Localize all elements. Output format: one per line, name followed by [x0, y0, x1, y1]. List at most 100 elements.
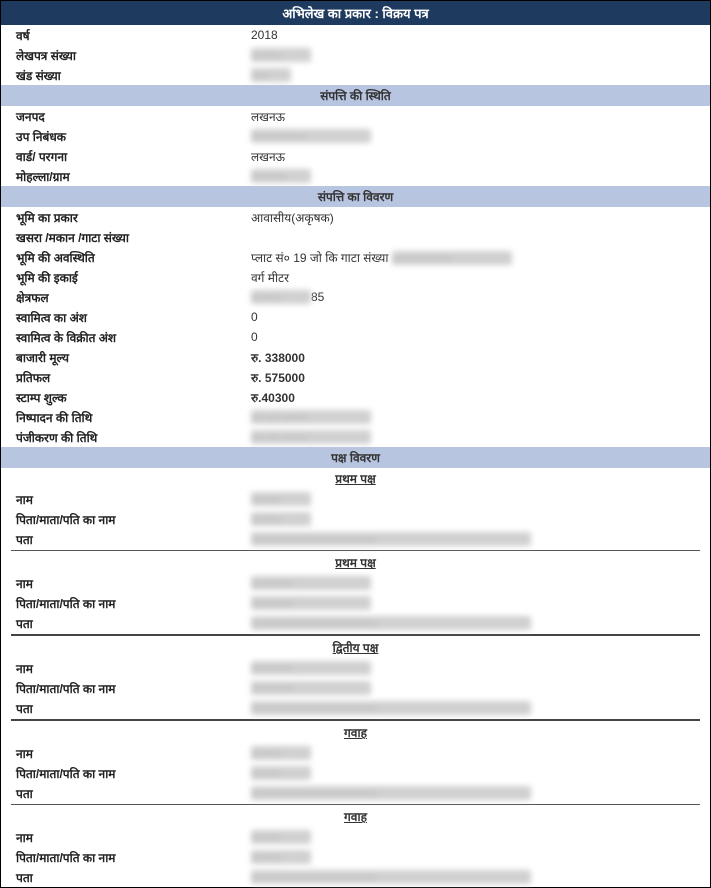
label-unit: भूमि की इकाई [1, 269, 246, 286]
value-w2-addr: xxxxxxxxxxxxxxxxxxxxx [246, 870, 710, 884]
label-land-type: भूमि का प्रकार [1, 209, 246, 226]
row-ward: वार्ड/ परगना लखनऊ [1, 146, 710, 166]
label-exec-date: निष्पादन की तिथि [1, 409, 246, 426]
row-stamp: स्टाम्प शुल्क रु.40300 [1, 387, 710, 407]
row-fp1-name: नाम xxxxx [1, 489, 710, 509]
value-doc-no: xxxxx [246, 48, 710, 62]
row-mohalla: मोहल्ला/ग्राम xxxxxx [1, 166, 710, 186]
label-w1-addr: पता [1, 785, 246, 802]
sub-witness-1: गवाह [1, 722, 710, 743]
row-sp-addr: पता xxxxxxxxxxxxxxxxxxxxx [1, 698, 710, 718]
row-fp1-addr: पता xxxxxxxxxxxxxxxxxxxxx [1, 529, 710, 549]
label-fp2-name: नाम [1, 575, 246, 592]
value-w2-rel: xxxxx [246, 850, 710, 864]
value-fp1-addr: xxxxxxxxxxxxxxxxxxxxx [246, 532, 710, 546]
row-sp-name: नाम xxxxxxx [1, 658, 710, 678]
value-subreg: xxxxxxxxx [246, 129, 710, 143]
section-desc: संपत्ति का विवरण [1, 186, 710, 207]
bhumi-loc-prefix: प्लाट सं० 19 जो कि गाटा संख्या [251, 251, 392, 265]
row-khasra: खसरा /मकान /गाटा संख्या [1, 227, 710, 247]
row-vol-no: खंड संख्या xxx [1, 65, 710, 85]
label-fp2-addr: पता [1, 615, 246, 632]
label-fp1-name: नाम [1, 491, 246, 508]
value-stamp: रु.40300 [246, 389, 710, 406]
value-w2-name: xxxxx [246, 830, 710, 844]
label-subreg: उप निबंधक [1, 128, 246, 145]
label-mohalla: मोहल्ला/ग्राम [1, 168, 246, 185]
value-bhumi-loc: प्लाट सं० 19 जो कि गाटा संख्या xxxxxxxxx… [246, 249, 710, 266]
label-fp1-rel: पिता/माता/पति का नाम [1, 511, 246, 528]
label-fp1-addr: पता [1, 531, 246, 548]
label-area: क्षेत्रफल [1, 289, 246, 306]
value-reg-date: xx-xx-xxxx [246, 430, 710, 444]
label-vol-no: खंड संख्या [1, 67, 246, 84]
value-market-value: रु. 338000 [246, 349, 710, 366]
row-w1-rel: पिता/माता/पति का नाम xxxxx [1, 763, 710, 783]
sub-first-party-1: प्रथम पक्ष [1, 468, 710, 489]
label-fp2-rel: पिता/माता/पति का नाम [1, 595, 246, 612]
row-reg-date: पंजीकरण की तिथि xx-xx-xxxx [1, 427, 710, 447]
row-doc-no: लेखपत्र संख्या xxxxx [1, 45, 710, 65]
row-w2-name: नाम xxxxx [1, 827, 710, 847]
row-unit: भूमि की इकाई वर्ग मीटर [1, 267, 710, 287]
value-land-type: आवासीय(अकृषक) [246, 209, 710, 226]
row-year: वर्ष 2018 [1, 25, 710, 45]
value-w1-rel: xxxxx [246, 766, 710, 780]
label-market-value: बाजारी मूल्य [1, 349, 246, 366]
section-party: पक्ष विवरण [1, 447, 710, 468]
sub-first-party-2: प्रथम पक्ष [1, 552, 710, 573]
section-location: संपत्ति की स्थिति [1, 85, 710, 106]
row-fp2-name: नाम xxxxxxx [1, 573, 710, 593]
row-land-type: भूमि का प्रकार आवासीय(अकृषक) [1, 207, 710, 227]
label-year: वर्ष [1, 27, 246, 44]
value-fp2-addr: xxxxxxxxxxxxxxxxxxxxx [246, 616, 710, 630]
label-stamp: स्टाम्प शुल्क [1, 389, 246, 406]
row-bhumi-loc: भूमि की अवस्थिति प्लाट सं० 19 जो कि गाटा… [1, 247, 710, 267]
label-bhumi-loc: भूमि की अवस्थिति [1, 249, 246, 266]
row-area: क्षेत्रफल xxxxx85 [1, 287, 710, 307]
divider-fp1 [11, 550, 700, 551]
row-exec-date: निष्पादन की तिथि xx-xx-xxxx [1, 407, 710, 427]
label-district: जनपद [1, 108, 246, 125]
value-area: xxxxx85 [246, 290, 710, 304]
row-w2-addr: पता xxxxxxxxxxxxxxxxxxxxx [1, 867, 710, 887]
label-w2-addr: पता [1, 869, 246, 886]
row-sold-share: स्वामित्व के विक्रीत अंश 0 [1, 327, 710, 347]
value-ward: लखनऊ [246, 148, 710, 165]
row-subreg: उप निबंधक xxxxxxxxx [1, 126, 710, 146]
document-container: अभिलेख का प्रकार : विक्रय पत्र वर्ष 2018… [0, 0, 711, 888]
value-sp-name: xxxxxxx [246, 661, 710, 675]
row-w2-rel: पिता/माता/पति का नाम xxxxx [1, 847, 710, 867]
sub-witness-2: गवाह [1, 806, 710, 827]
value-year: 2018 [246, 28, 710, 42]
value-sp-rel: xxxxxxx [246, 681, 710, 695]
title-bar: अभिलेख का प्रकार : विक्रय पत्र [1, 1, 710, 25]
value-fp1-rel: xxxxx [246, 512, 710, 526]
row-own-share: स्वामित्व का अंश 0 [1, 307, 710, 327]
label-sp-addr: पता [1, 700, 246, 717]
label-w2-name: नाम [1, 829, 246, 846]
label-sold-share: स्वामित्व के विक्रीत अंश [1, 329, 246, 346]
label-own-share: स्वामित्व का अंश [1, 309, 246, 326]
row-market-value: बाजारी मूल्य रु. 338000 [1, 347, 710, 367]
row-sp-rel: पिता/माता/पति का नाम xxxxxxx [1, 678, 710, 698]
row-w1-addr: पता xxxxxxxxxxxxxxxxxxxxx [1, 783, 710, 803]
row-w1-name: नाम xxxxx [1, 743, 710, 763]
value-w1-name: xxxxx [246, 746, 710, 760]
label-sp-rel: पिता/माता/पति का नाम [1, 680, 246, 697]
value-district: लखनऊ [246, 108, 710, 125]
value-fp2-rel: xxxxxxx [246, 596, 710, 610]
label-w1-rel: पिता/माता/पति का नाम [1, 765, 246, 782]
divider-fp2 [11, 634, 700, 636]
label-khasra: खसरा /मकान /गाटा संख्या [1, 229, 246, 246]
value-vol-no: xxx [246, 68, 710, 82]
value-consideration: रु. 575000 [246, 369, 710, 386]
row-district: जनपद लखनऊ [1, 106, 710, 126]
row-consideration: प्रतिफल रु. 575000 [1, 367, 710, 387]
value-fp1-name: xxxxx [246, 492, 710, 506]
label-sp-name: नाम [1, 660, 246, 677]
row-fp1-rel: पिता/माता/पति का नाम xxxxx [1, 509, 710, 529]
sub-second-party: द्वितीय पक्ष [1, 637, 710, 658]
value-sp-addr: xxxxxxxxxxxxxxxxxxxxx [246, 701, 710, 715]
divider-w1 [11, 804, 700, 805]
